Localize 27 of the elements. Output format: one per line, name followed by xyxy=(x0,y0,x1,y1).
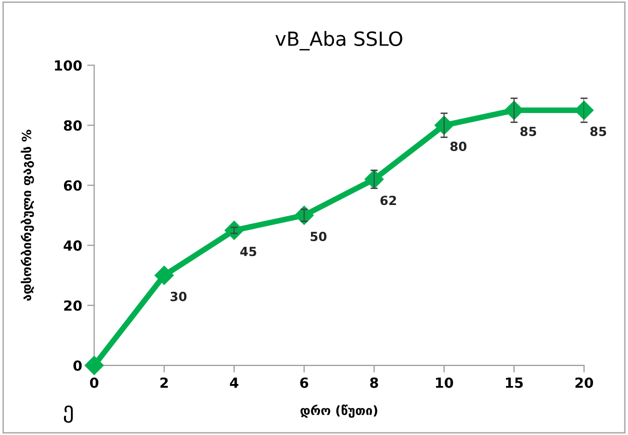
x-tick-label: 2 xyxy=(160,377,168,388)
chart-title: vB_Aba SSLO xyxy=(275,31,402,50)
point xyxy=(154,266,174,285)
data-label: 80 xyxy=(450,142,466,152)
data-label: 85 xyxy=(590,126,606,136)
data-label: 62 xyxy=(380,196,396,206)
text: ე xyxy=(64,405,73,423)
y-axis-title: ადსორბირებული ფაგის % xyxy=(20,130,34,301)
y-tick-label: 40 xyxy=(64,240,82,251)
x-tick-label: 20 xyxy=(575,377,594,388)
x-tick-label: 10 xyxy=(436,377,454,388)
y-tick-label: 60 xyxy=(64,180,82,191)
y-tick-label: 20 xyxy=(64,300,82,311)
y-tick-label: 80 xyxy=(64,120,82,131)
y-tick-label: 0 xyxy=(73,360,82,371)
point xyxy=(84,356,104,375)
x-tick-label: 8 xyxy=(370,377,378,388)
y-tick-label: 100 xyxy=(54,60,82,71)
x-tick-label: 4 xyxy=(230,378,238,388)
x-tick-label: 15 xyxy=(506,378,523,388)
x-tick-label: 6 xyxy=(300,377,308,388)
data-label: 85 xyxy=(520,126,536,136)
data-label: 45 xyxy=(240,246,256,256)
x-tick-label: 0 xyxy=(90,377,98,388)
data-label: 30 xyxy=(170,292,187,302)
x-axis-title: დრო (წუთი) xyxy=(300,404,378,418)
data-label: 50 xyxy=(310,232,326,242)
